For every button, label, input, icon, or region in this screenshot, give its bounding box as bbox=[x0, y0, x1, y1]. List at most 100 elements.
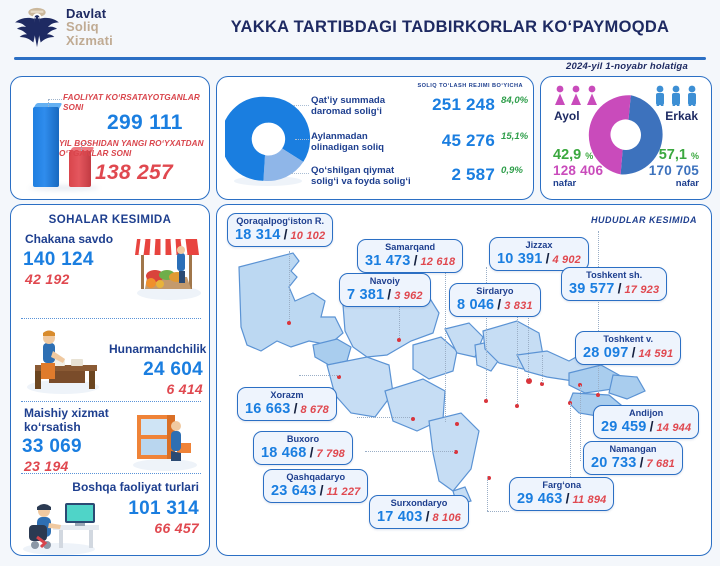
region-name: Jizzax bbox=[525, 240, 553, 250]
connector-qashqadaryo bbox=[365, 451, 455, 452]
logo-line-3: Xizmati bbox=[66, 32, 113, 48]
region-slash: / bbox=[639, 453, 644, 470]
region-box-qashqadaryo[interactable]: Qashqadaryo 23 643/11 227 bbox=[263, 469, 369, 503]
region-new: 10 102 bbox=[290, 229, 326, 242]
map-dot-navoiy bbox=[397, 338, 401, 342]
map-dot-samarqand bbox=[455, 422, 459, 426]
region-name: Qashqadaryo bbox=[286, 472, 346, 482]
region-new: 17 923 bbox=[624, 283, 660, 296]
female-count: 128 406 bbox=[553, 163, 604, 178]
new-count-label: YIL BOSHIDAN YANGI RO‘YXATDAN O‘TGANLAR … bbox=[59, 139, 204, 159]
region-new: 7 798 bbox=[316, 447, 345, 460]
map-dot-jizzax bbox=[484, 399, 488, 403]
female-people-icons bbox=[553, 85, 599, 107]
regime-leader-1 bbox=[293, 105, 309, 106]
region-new: 14 944 bbox=[656, 421, 692, 434]
region-slash: / bbox=[283, 225, 288, 242]
region-total: 20 733 bbox=[591, 454, 637, 471]
leader-line-new bbox=[81, 143, 91, 151]
date-note: 2024-yil 1-noyabr holatiga bbox=[566, 61, 688, 72]
female-figure-icon bbox=[555, 85, 565, 105]
region-box-surxondaryo[interactable]: Surxondaryo 17 403/8 106 bbox=[369, 495, 469, 529]
region-box-fargona[interactable]: Farg‘ona 29 463/11 894 bbox=[509, 477, 615, 511]
region-name: Qoraqalpog‘iston R. bbox=[236, 216, 325, 226]
region-new: 8 678 bbox=[300, 403, 329, 416]
region-box-toshkent-viloyati[interactable]: Toshkent v. 28 097/14 591 bbox=[575, 331, 682, 365]
region-total: 29 459 bbox=[601, 418, 647, 435]
sector-total: 33 069 bbox=[22, 436, 82, 457]
logo-line-2: Soliq bbox=[66, 19, 99, 35]
region-name: Buxoro bbox=[286, 434, 320, 444]
region-total: 31 473 bbox=[365, 252, 411, 269]
sector-total: 140 124 bbox=[23, 249, 94, 270]
regime-leader-3 bbox=[291, 173, 309, 174]
region-slash: / bbox=[319, 481, 324, 498]
active-count-label: FAOLIYAT KO‘RSATAYOTGANLAR SONI bbox=[63, 93, 200, 113]
region-total: 18 468 bbox=[261, 444, 307, 461]
office-worker-icon bbox=[23, 503, 99, 555]
header-divider bbox=[14, 57, 706, 60]
region-new: 8 106 bbox=[432, 511, 461, 524]
region-box-jizzax[interactable]: Jizzax 10 391/4 902 bbox=[489, 237, 589, 271]
region-box-navoiy[interactable]: Navoiy 7 381/3 962 bbox=[339, 273, 431, 307]
new-count-value: 138 257 bbox=[95, 161, 174, 184]
sector-name: Boshqa faoliyat turlari bbox=[72, 480, 199, 494]
market-stall-icon bbox=[135, 238, 201, 300]
page-title: YAKKA TARTIBDAGI TADBIRKORLAR KO‘PAYMOQD… bbox=[230, 18, 670, 36]
regime-value: 251 248 bbox=[432, 95, 495, 114]
region-total: 29 463 bbox=[517, 490, 563, 507]
region-total: 18 314 bbox=[235, 226, 281, 243]
sector-total: 24 604 bbox=[143, 359, 203, 380]
region-new: 11 227 bbox=[326, 485, 361, 498]
connector-navoiy bbox=[399, 305, 400, 338]
female-figure-icon bbox=[587, 85, 597, 105]
gender-donut-chart bbox=[588, 95, 663, 175]
region-name: Toshkent v. bbox=[603, 334, 653, 344]
region-box-samarqand[interactable]: Samarqand 31 473/12 618 bbox=[357, 239, 464, 273]
map-dot-xorazm bbox=[337, 375, 341, 379]
connector-sirdaryo bbox=[517, 317, 518, 404]
region-box-qoraqalpogiston[interactable]: Qoraqalpog‘iston R. 18 314/10 102 bbox=[227, 213, 334, 247]
region-name: Navoiy bbox=[369, 276, 400, 286]
regime-leader-2 bbox=[295, 139, 309, 140]
regime-percent: 84,0% bbox=[501, 95, 529, 106]
regime-name: Qo‘shilgan qiymat solig‘i va foyda solig… bbox=[311, 165, 411, 188]
sector-item-chakana-savdo: Chakana savdo 140 124 42 192 bbox=[11, 232, 211, 317]
tax-regime-donut-chart bbox=[225, 96, 311, 186]
region-box-andijon[interactable]: Andijon 29 459/14 944 bbox=[593, 405, 700, 439]
male-people-icons bbox=[653, 85, 699, 107]
region-total: 17 403 bbox=[377, 508, 423, 525]
region-name: Toshkent sh. bbox=[586, 270, 643, 280]
home-service-icon bbox=[133, 415, 197, 471]
female-label: Ayol bbox=[554, 109, 580, 123]
region-box-sirdaryo[interactable]: Sirdaryo 8 046/3 831 bbox=[449, 283, 541, 317]
map-dot-sirdaryo bbox=[515, 404, 519, 408]
female-unit: nafar bbox=[553, 178, 577, 189]
region-box-xorazm[interactable]: Xorazm 16 663/8 678 bbox=[237, 387, 337, 421]
region-new: 3 962 bbox=[394, 289, 423, 302]
region-box-buxoro[interactable]: Buxoro 18 468/7 798 bbox=[253, 431, 353, 465]
male-percent: 57,1 % bbox=[658, 147, 699, 163]
bar-shadow bbox=[29, 185, 99, 191]
map-dot-toshkent-shahri bbox=[526, 378, 532, 384]
sector-divider-2 bbox=[21, 401, 201, 402]
regime-percent: 15,1% bbox=[501, 131, 529, 142]
leader-line-active bbox=[48, 99, 62, 107]
sector-name: Hunarmandchilik bbox=[109, 342, 207, 356]
sectors-title: SOHALAR KESIMIDA bbox=[48, 214, 172, 226]
region-box-toshkent-shahri[interactable]: Toshkent sh. 39 577/17 923 bbox=[561, 267, 668, 301]
region-name: Andijon bbox=[629, 408, 664, 418]
region-box-namangan[interactable]: Namangan 20 733/7 681 bbox=[583, 441, 683, 475]
region-new: 4 902 bbox=[552, 253, 581, 266]
region-slash: / bbox=[425, 507, 430, 524]
bar-active bbox=[33, 107, 59, 187]
regime-name: Aylanmadan olinadigan soliq bbox=[311, 131, 385, 154]
map-dot-buxoro bbox=[411, 417, 415, 421]
region-new: 11 894 bbox=[572, 493, 607, 506]
region-name: Sirdaryo bbox=[476, 286, 514, 296]
region-slash: / bbox=[565, 489, 570, 506]
connector-surxondaryo-v bbox=[487, 477, 488, 511]
connector-surxondaryo-h bbox=[487, 511, 509, 512]
region-total: 28 097 bbox=[583, 344, 629, 361]
craftsman-desk-icon bbox=[27, 330, 99, 394]
